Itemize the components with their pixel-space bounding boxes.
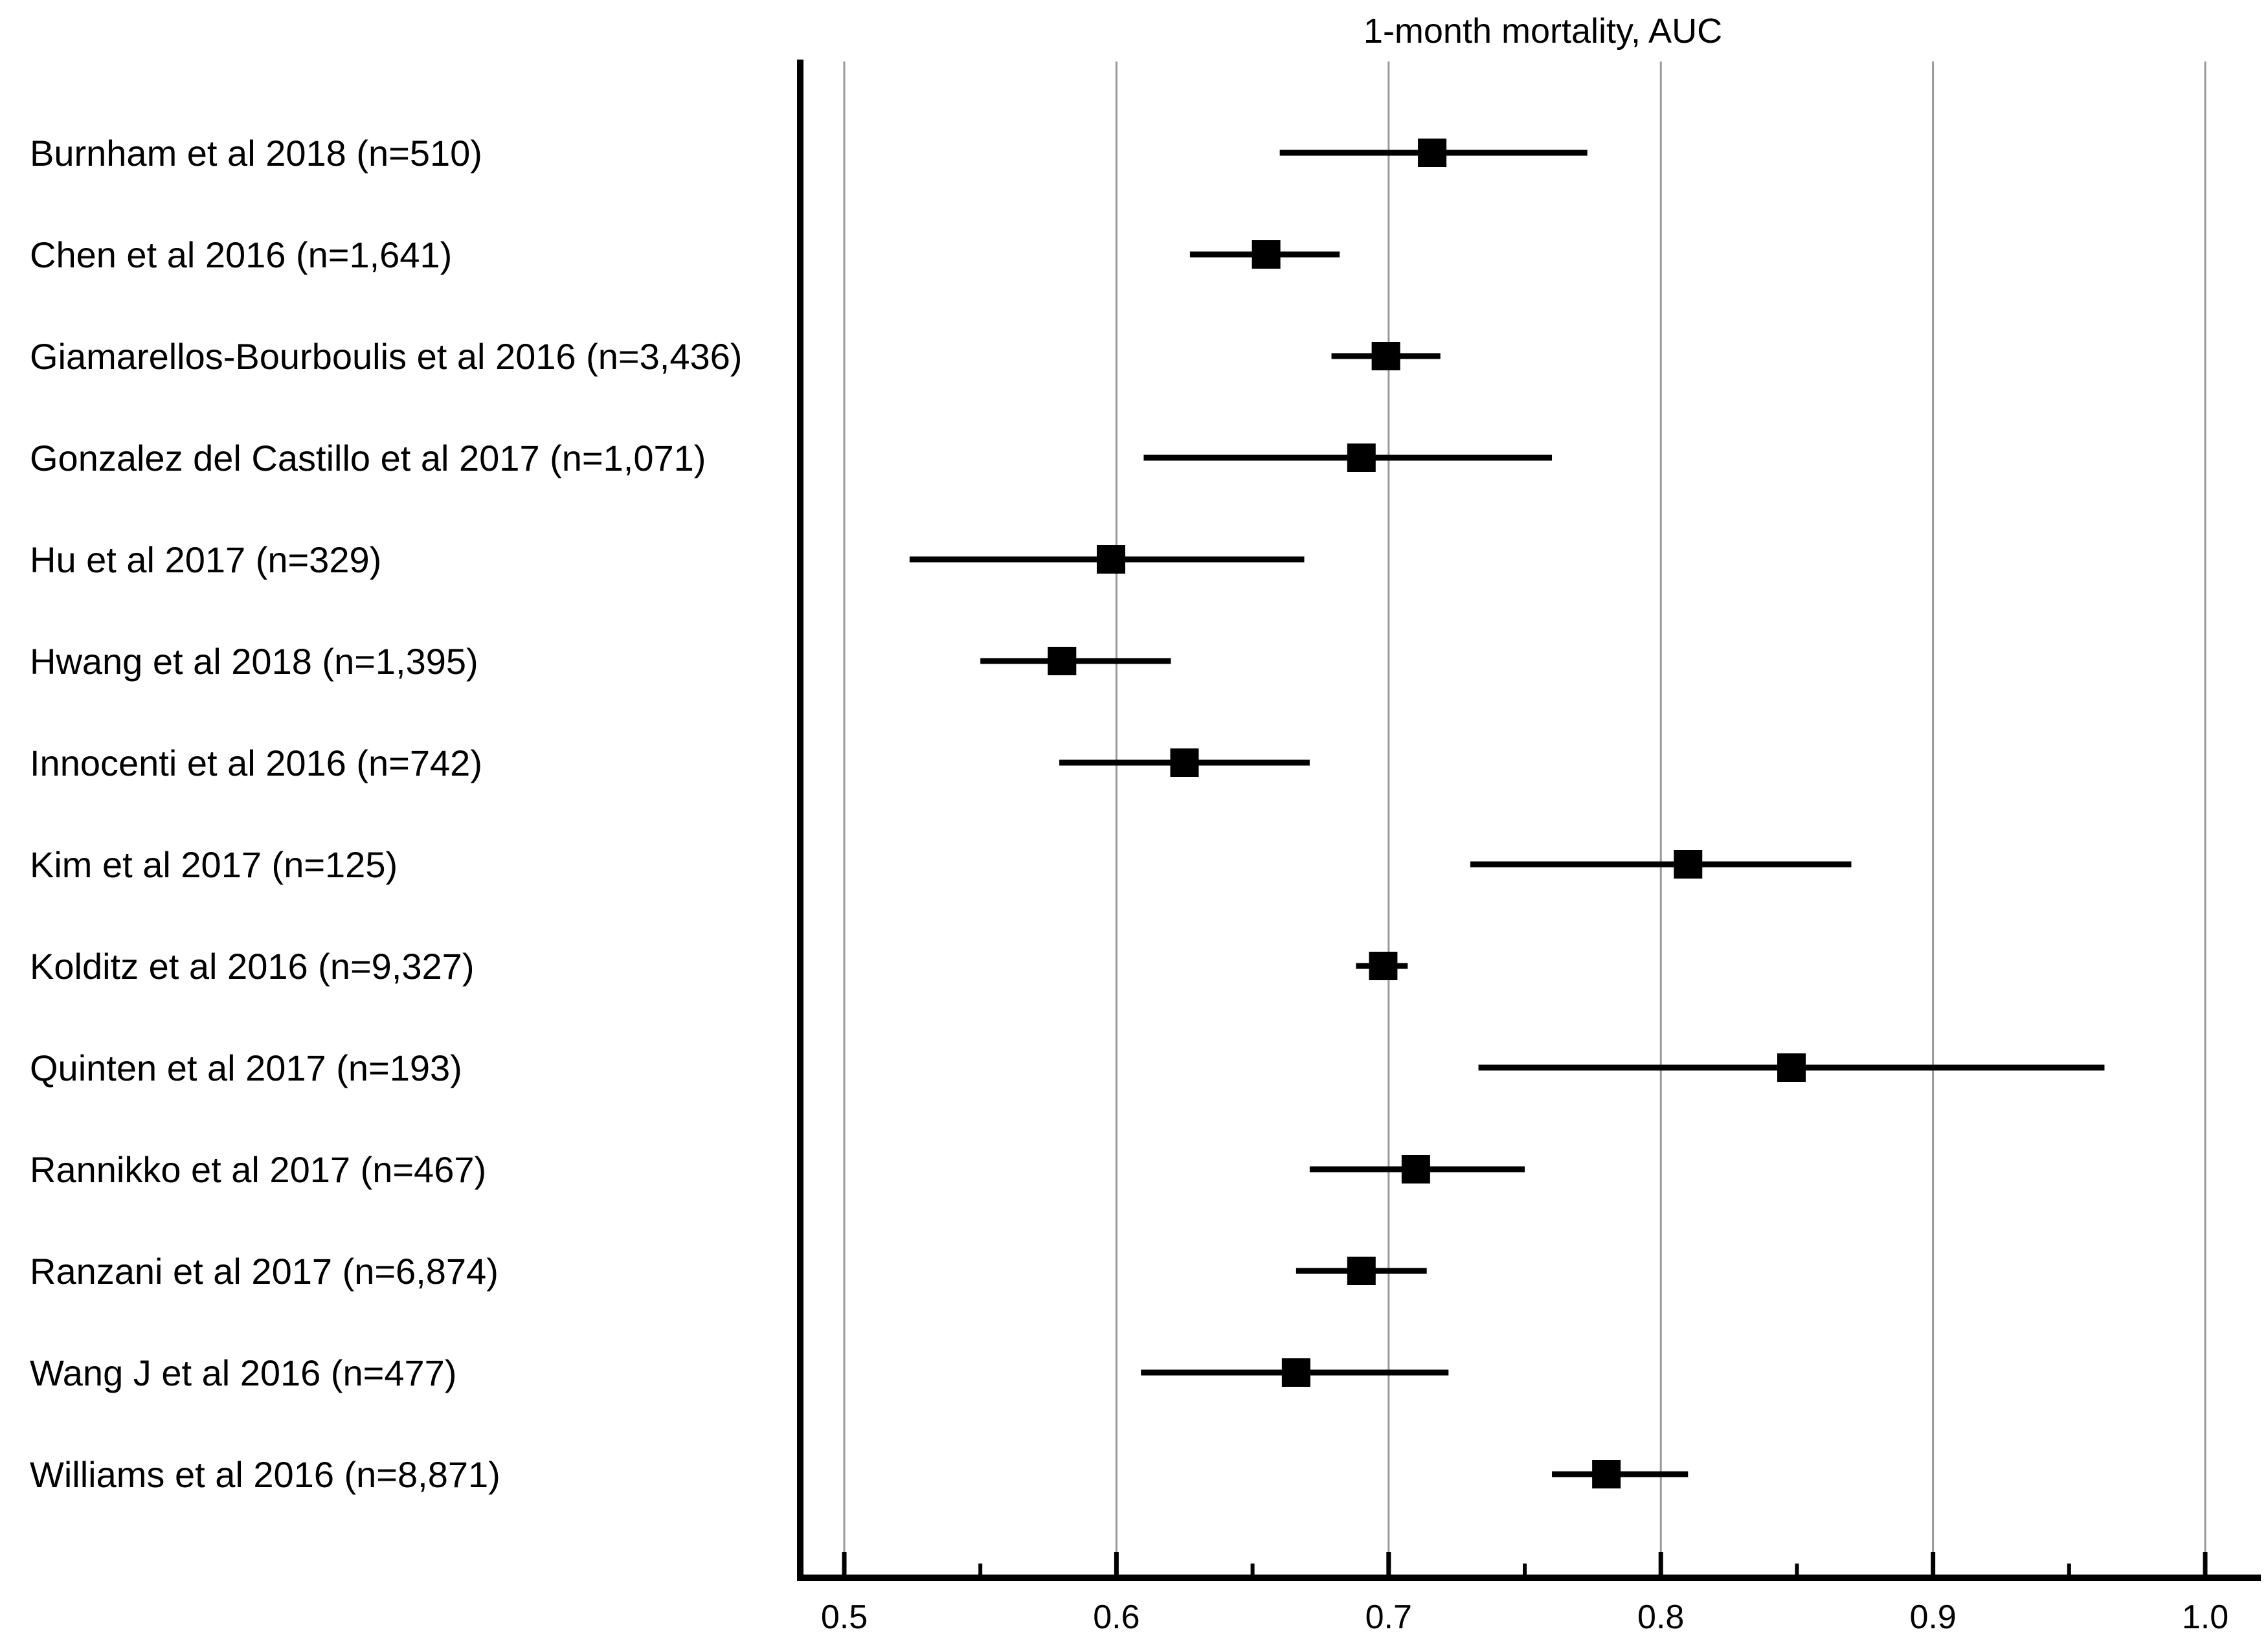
point-estimate-marker <box>1401 1155 1430 1183</box>
study-label: Kim et al 2017 (n=125) <box>30 844 398 885</box>
study-label: Wang J et al 2016 (n=477) <box>30 1352 456 1393</box>
point-estimate-marker <box>1674 850 1703 879</box>
point-estimate-marker <box>1048 647 1077 675</box>
vertical-gridlines <box>843 62 2206 1578</box>
point-estimate-marker <box>1281 1358 1310 1387</box>
x-tick-label: 0.7 <box>1365 1599 1412 1636</box>
point-estimate-marker <box>1347 443 1376 472</box>
point-estimate-marker <box>1777 1053 1806 1082</box>
point-estimate-marker <box>1252 240 1281 269</box>
study-row <box>1552 1460 1689 1488</box>
x-tick-label: 0.6 <box>1093 1599 1140 1636</box>
point-estimate-marker <box>1371 342 1400 370</box>
study-label: Innocenti et al 2016 (n=742) <box>30 743 482 783</box>
study-row <box>909 545 1305 574</box>
point-estimate-marker <box>1369 952 1398 980</box>
x-tick-label: 0.8 <box>1637 1599 1684 1636</box>
study-label: Rannikko et al 2017 (n=467) <box>30 1149 486 1190</box>
study-markers <box>909 139 2105 1488</box>
study-labels: Burnham et al 2018 (n=510) Chen et al 201… <box>30 133 742 1495</box>
study-label: Chen et al 2016 (n=1,641) <box>30 234 452 275</box>
chart-title: 1-month mortality, AUC <box>1364 12 1722 50</box>
study-row <box>1356 952 1408 980</box>
x-tick-label: 0.5 <box>821 1599 868 1636</box>
study-label: Williams et al 2016 (n=8,871) <box>30 1454 500 1495</box>
point-estimate-marker <box>1170 748 1199 777</box>
study-row <box>1059 748 1310 777</box>
study-row <box>980 647 1171 675</box>
study-label: Giamarellos-Bourboulis et al 2016 (n=3,4… <box>30 336 742 377</box>
study-row <box>1309 1155 1525 1183</box>
study-label: Hwang et al 2018 (n=1,395) <box>30 641 478 682</box>
study-row <box>1331 342 1441 370</box>
study-row <box>1470 850 1852 879</box>
study-row <box>1143 443 1553 472</box>
study-row <box>1296 1257 1427 1285</box>
study-row <box>1141 1358 1449 1387</box>
study-label: Ranzani et al 2017 (n=6,874) <box>30 1251 499 1292</box>
x-tick-label: 1.0 <box>2182 1599 2229 1636</box>
point-estimate-marker <box>1096 545 1125 574</box>
study-row <box>1189 240 1340 269</box>
study-label: Gonzalez del Castillo et al 2017 (n=1,07… <box>30 438 706 478</box>
point-estimate-marker <box>1418 139 1447 167</box>
study-row <box>1478 1053 2105 1082</box>
point-estimate-marker <box>1592 1460 1621 1488</box>
x-axis-ticks: 0.5 0.6 0.7 0.8 0.9 1.0 <box>821 1552 2229 1636</box>
x-tick-label: 0.9 <box>1909 1599 1956 1636</box>
study-label: Hu et al 2017 (n=329) <box>30 539 381 580</box>
study-row <box>1279 139 1588 167</box>
study-label: Burnham et al 2018 (n=510) <box>30 133 482 174</box>
point-estimate-marker <box>1347 1257 1376 1285</box>
study-label: Kolditz et al 2016 (n=9,327) <box>30 946 474 987</box>
study-label: Quinten et al 2017 (n=193) <box>30 1048 462 1088</box>
axes <box>797 60 2261 1581</box>
